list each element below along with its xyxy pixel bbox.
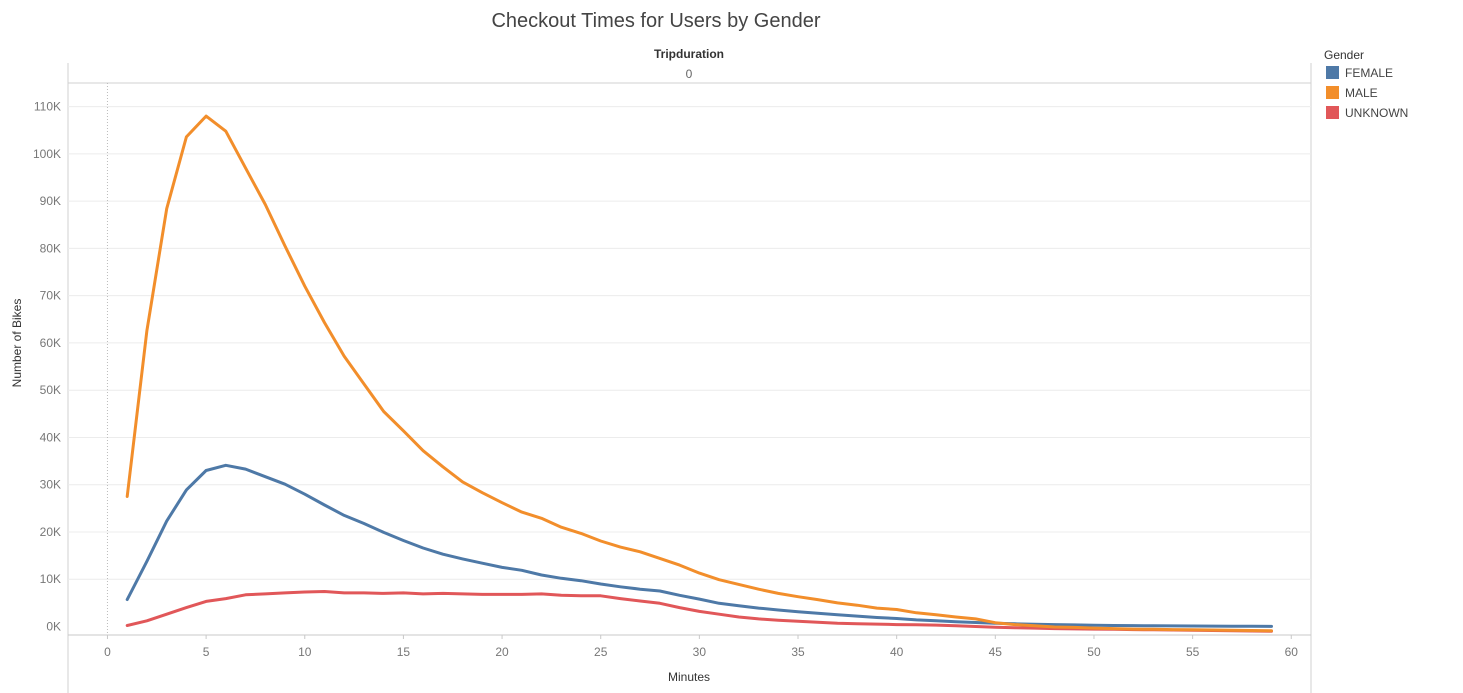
x-tick-label: 45 [989, 645, 1003, 659]
x-tick-label: 0 [104, 645, 111, 659]
legend-title: Gender [1324, 48, 1364, 62]
y-tick-label: 70K [40, 289, 61, 303]
legend: Gender FEMALE MALE UNKNOWN [1324, 48, 1408, 120]
y-tick-label: 0K [46, 619, 61, 633]
series-line-female[interactable] [125, 463, 1273, 628]
legend-swatch-unknown[interactable] [1326, 106, 1339, 119]
legend-swatch-female[interactable] [1326, 66, 1339, 79]
y-tick-label: 30K [40, 478, 61, 492]
x-tick-label: 55 [1186, 645, 1200, 659]
x-tick-label: 30 [693, 645, 707, 659]
x-tick-label: 15 [397, 645, 411, 659]
y-tick-label: 60K [40, 336, 61, 350]
y-tick-label: 80K [40, 241, 61, 255]
x-tick-label: 35 [791, 645, 805, 659]
y-tick-label: 90K [40, 194, 61, 208]
y-tick-label: 100K [33, 147, 61, 161]
y-axis-title: Number of Bikes [10, 299, 24, 388]
series-line-male[interactable] [125, 114, 1273, 633]
x-tick-label: 40 [890, 645, 904, 659]
series-layer [125, 114, 1273, 633]
legend-swatch-male[interactable] [1326, 86, 1339, 99]
x-tick-label: 50 [1087, 645, 1101, 659]
legend-label-female[interactable]: FEMALE [1345, 66, 1393, 80]
x-tick-label: 20 [495, 645, 509, 659]
x-tick-layer: 0 5 10 15 20 25 30 35 40 45 50 55 60 [104, 635, 1298, 659]
column-header-label: Tripduration [654, 47, 724, 61]
y-tick-label: 10K [40, 572, 61, 586]
x-tick-label: 25 [594, 645, 608, 659]
chart-title: Checkout Times for Users by Gender [491, 10, 820, 32]
x-axis-title: Minutes [668, 670, 710, 684]
y-tick-label: 40K [40, 430, 61, 444]
column-header-value: 0 [686, 67, 693, 81]
y-tick-layer: 0K 10K 20K 30K 40K 50K 60K 70K 80K 90K 100K 110K [33, 100, 61, 634]
y-tick-label: 50K [40, 383, 61, 397]
y-tick-label: 20K [40, 525, 61, 539]
legend-label-male[interactable]: MALE [1345, 86, 1378, 100]
grid-layer [68, 106, 1311, 580]
y-tick-label: 110K [34, 100, 61, 114]
legend-label-unknown[interactable]: UNKNOWN [1345, 106, 1408, 120]
x-tick-label: 60 [1285, 645, 1299, 659]
x-tick-label: 10 [298, 645, 312, 659]
x-tick-label: 5 [203, 645, 210, 659]
